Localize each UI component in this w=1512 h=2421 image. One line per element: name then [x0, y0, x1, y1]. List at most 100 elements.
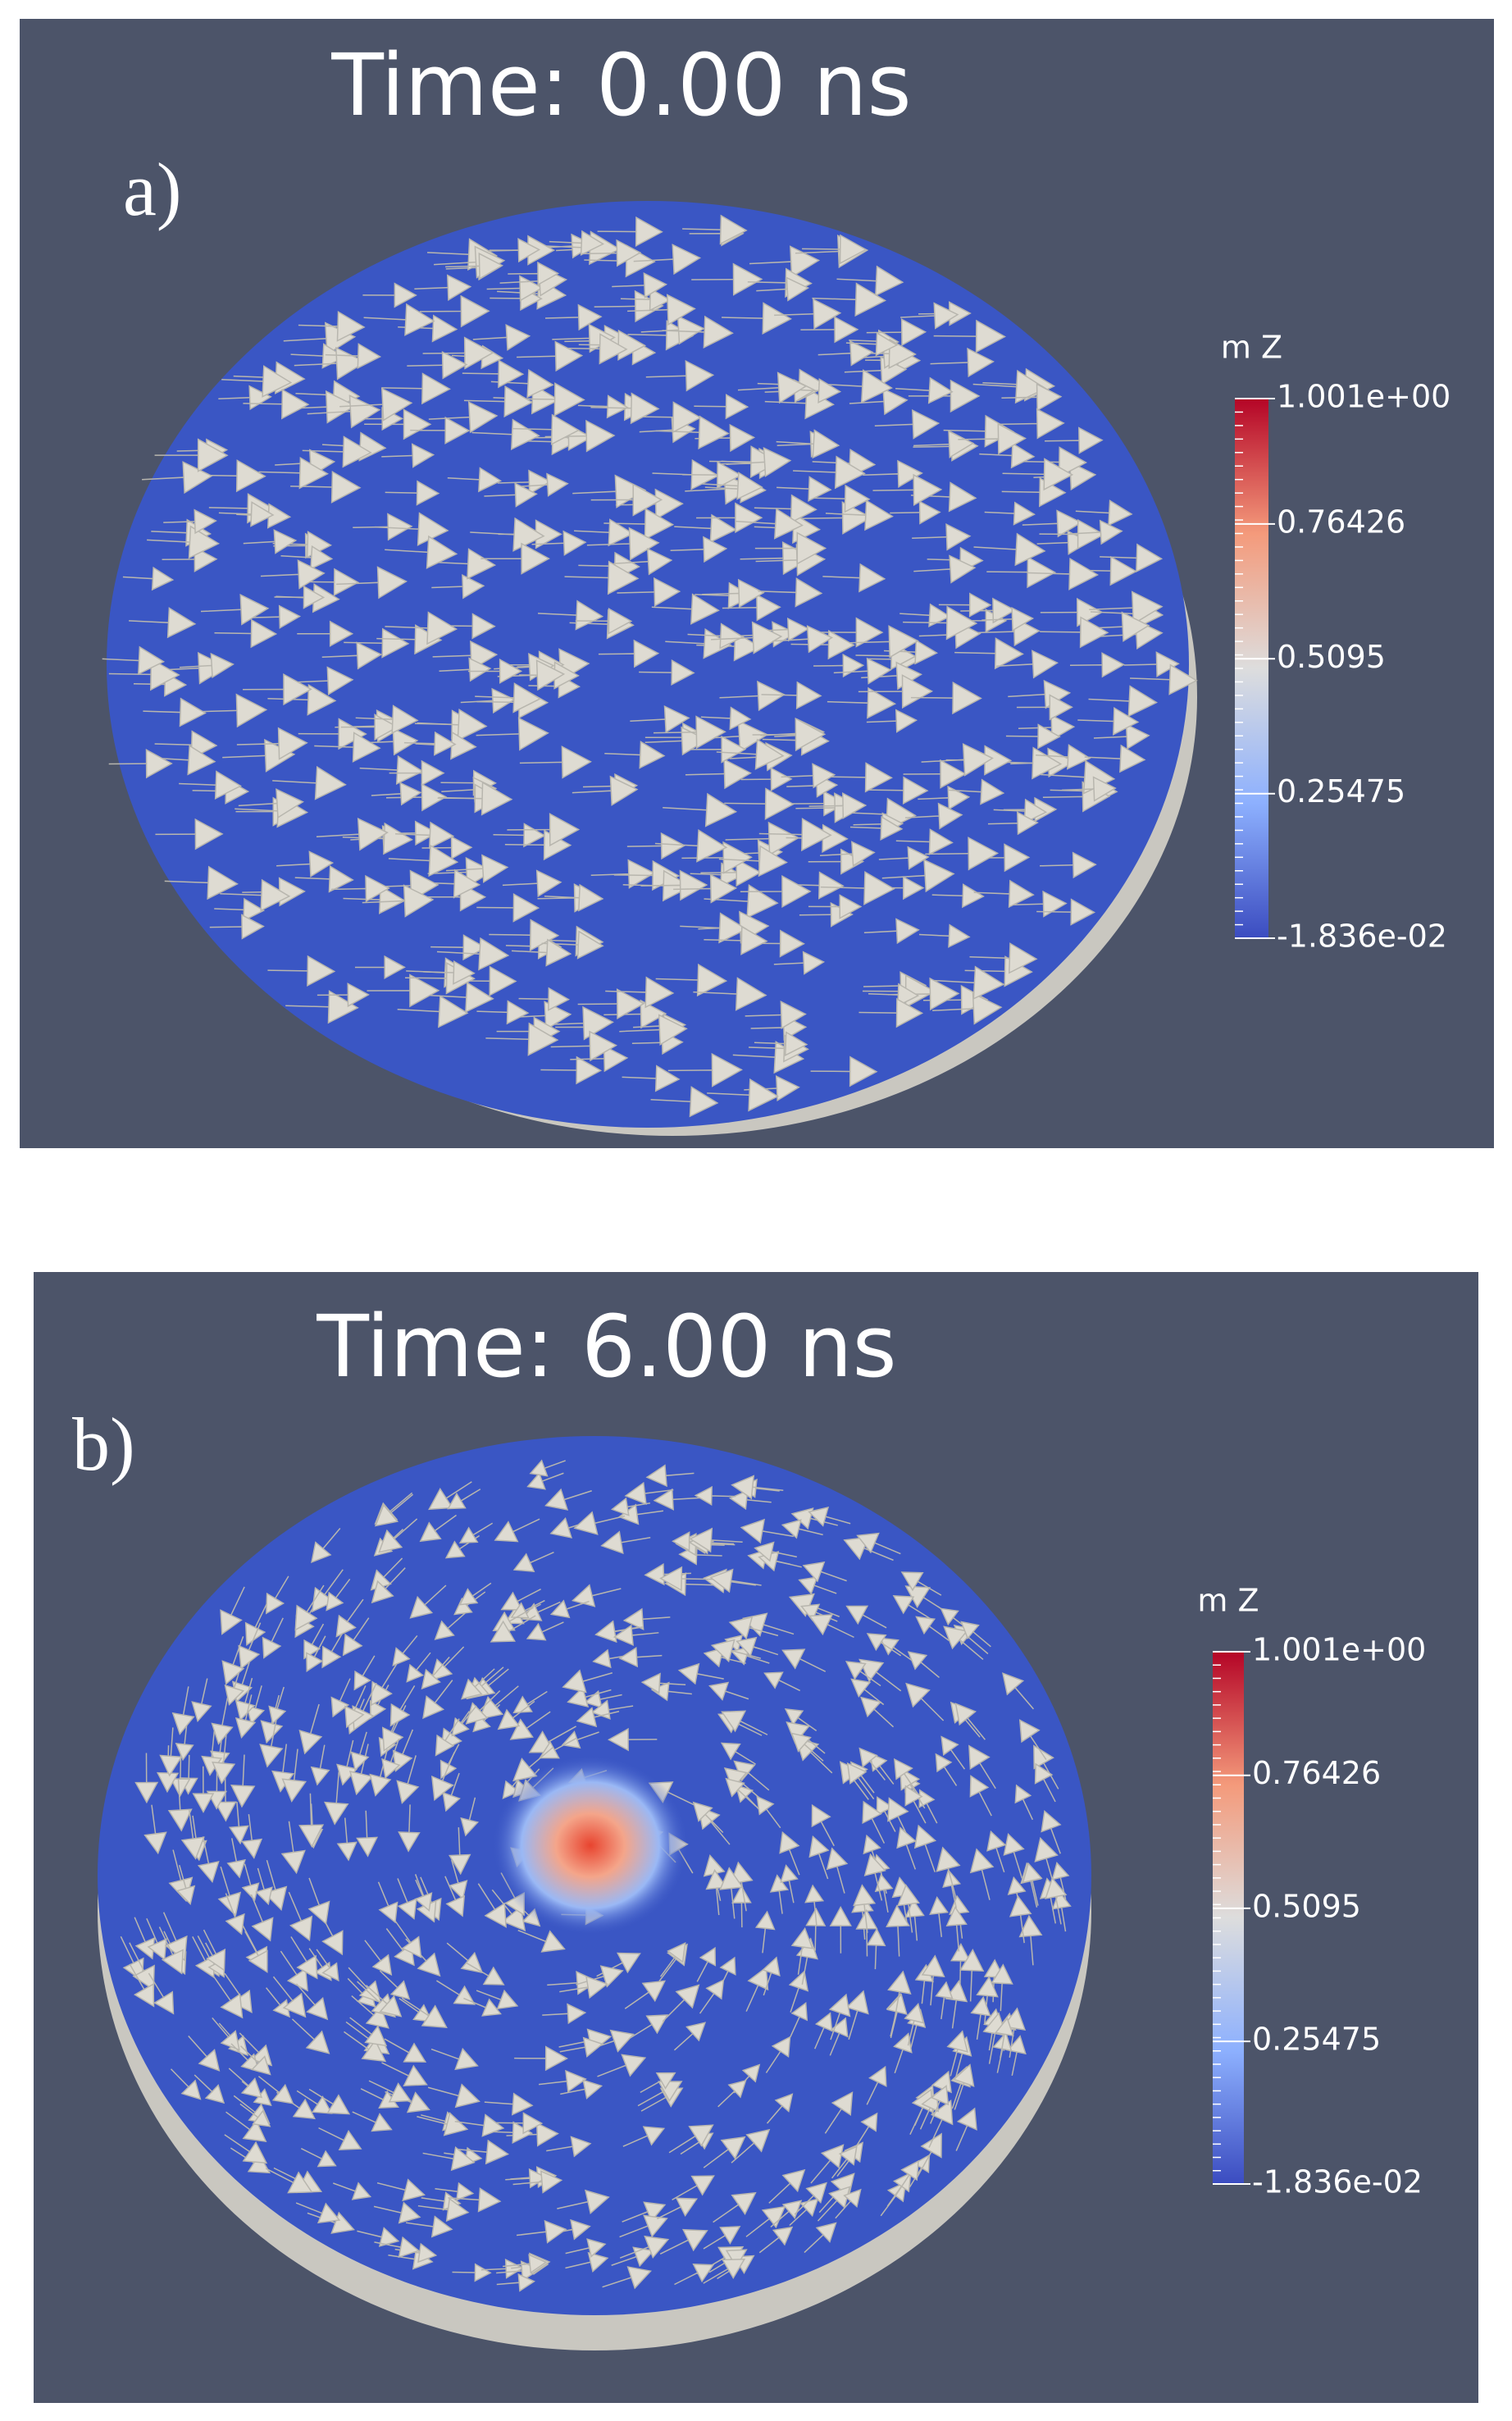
arrow	[102, 645, 166, 676]
arrow	[224, 1972, 253, 2013]
tick-label: 0.25475	[1252, 2022, 1381, 2058]
arrow	[979, 442, 1036, 469]
arrow	[262, 1617, 284, 1659]
arrow	[260, 559, 326, 590]
arrow	[291, 2018, 330, 2054]
arrow	[311, 1528, 341, 1563]
arrow	[435, 2182, 475, 2201]
arrow	[577, 988, 645, 1019]
arrow	[392, 1729, 414, 1772]
arrow	[419, 1514, 457, 1543]
arrow	[696, 1946, 717, 1982]
arrow	[180, 1808, 205, 1860]
arrow	[707, 1078, 780, 1112]
arrow	[651, 593, 720, 625]
arrow	[740, 767, 793, 791]
arrow	[175, 1721, 194, 1762]
arrow	[645, 1464, 695, 1488]
arrow	[986, 556, 1057, 589]
arrow	[512, 1690, 548, 1714]
arrow	[288, 1891, 313, 1942]
arrow	[586, 527, 660, 561]
arrow	[790, 1732, 824, 1762]
arrow	[908, 379, 981, 413]
arrow	[863, 918, 920, 945]
arrow	[428, 401, 499, 434]
arrow	[613, 548, 673, 576]
arrow	[403, 731, 457, 756]
arrow	[298, 1793, 325, 1848]
arrow	[772, 625, 834, 654]
arrow	[148, 1972, 175, 2015]
arrow	[458, 1582, 492, 1606]
arrow	[362, 282, 417, 308]
arrow	[887, 977, 960, 1011]
arrow	[790, 2002, 808, 2038]
arrow	[622, 2126, 666, 2147]
arrow	[618, 1647, 663, 1668]
arrow	[895, 376, 954, 404]
arrow	[496, 2273, 535, 2292]
arrow	[394, 2242, 438, 2264]
arrow	[600, 1530, 651, 1554]
arrow	[858, 1658, 902, 1692]
arrow	[442, 1772, 461, 1812]
arrow	[455, 2139, 510, 2165]
arrow	[444, 1876, 466, 1917]
arrow	[704, 925, 768, 955]
arrow	[458, 1522, 494, 1544]
arrow	[276, 850, 335, 878]
arrow	[291, 666, 354, 695]
arrow	[235, 1694, 257, 1739]
arrow	[303, 1623, 325, 1660]
arrow	[921, 1954, 945, 2006]
arrow	[1018, 714, 1076, 741]
arrow	[540, 1055, 603, 1085]
arrow	[672, 1531, 714, 1552]
arrow	[444, 1534, 480, 1559]
arrow	[1018, 1719, 1047, 1761]
arrow	[348, 1744, 374, 1796]
arrow	[932, 992, 1003, 1025]
arrow	[726, 447, 792, 477]
arrow	[214, 618, 278, 649]
panel-label: a)	[123, 148, 181, 231]
arrow	[657, 2197, 699, 2220]
arrows	[102, 214, 1198, 2292]
arrow	[452, 2263, 492, 2282]
arrow	[460, 1797, 480, 1837]
arrow	[422, 960, 476, 985]
arrow	[188, 2035, 221, 2072]
arrow	[754, 1541, 798, 1562]
arrow	[872, 473, 943, 506]
arrow	[594, 290, 664, 323]
arrow	[887, 1797, 912, 1844]
arrow	[868, 983, 920, 1007]
arrow	[687, 622, 745, 650]
arrow	[1005, 723, 1061, 750]
arrow	[212, 2017, 240, 2051]
arrow	[298, 310, 366, 342]
arrow	[700, 706, 752, 731]
arrow	[931, 965, 1005, 1001]
arrow	[179, 770, 242, 800]
arrow	[912, 522, 972, 551]
arrow	[709, 1568, 762, 1593]
arrow	[564, 560, 640, 595]
arrow	[781, 763, 836, 789]
arrow	[810, 2144, 845, 2184]
arrow	[526, 1621, 564, 1641]
arrow	[977, 617, 1041, 647]
arrow	[250, 1894, 274, 1942]
arrow	[495, 2112, 544, 2135]
arrow	[428, 1481, 472, 1511]
arrow	[691, 262, 763, 296]
arrow	[389, 759, 445, 786]
arrow	[722, 302, 792, 335]
arrow	[401, 1997, 448, 2028]
arrow	[344, 1685, 367, 1729]
arrow	[490, 368, 554, 399]
tick-label: 0.76426	[1252, 1755, 1381, 1791]
arrow	[226, 1838, 246, 1879]
